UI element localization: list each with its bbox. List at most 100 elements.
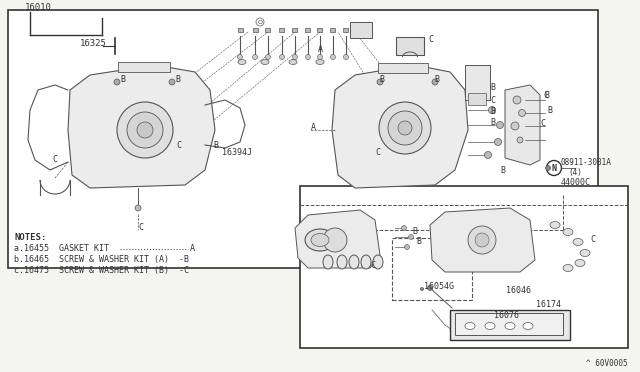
Circle shape bbox=[497, 122, 504, 128]
Text: C: C bbox=[428, 35, 433, 44]
Text: (4): (4) bbox=[568, 168, 582, 177]
Text: b.16465  SCREW & WASHER KIT (A)  -B: b.16465 SCREW & WASHER KIT (A) -B bbox=[14, 255, 189, 264]
Circle shape bbox=[379, 102, 431, 154]
Circle shape bbox=[547, 160, 561, 176]
Circle shape bbox=[545, 166, 550, 170]
Text: B: B bbox=[175, 75, 180, 84]
Text: B: B bbox=[547, 106, 552, 115]
Bar bbox=[455, 313, 563, 335]
Circle shape bbox=[323, 228, 347, 252]
Circle shape bbox=[127, 112, 163, 148]
Circle shape bbox=[117, 102, 173, 158]
Text: N: N bbox=[552, 164, 557, 173]
Bar bbox=[330, 28, 335, 32]
Circle shape bbox=[428, 285, 433, 291]
Ellipse shape bbox=[563, 264, 573, 272]
Text: 44000C: 44000C bbox=[561, 178, 591, 187]
Text: B: B bbox=[120, 75, 125, 84]
Ellipse shape bbox=[523, 323, 533, 330]
Bar bbox=[292, 28, 298, 32]
Bar bbox=[468, 93, 486, 105]
Text: ^ 60V0005: ^ 60V0005 bbox=[586, 359, 628, 368]
Text: C: C bbox=[540, 119, 545, 128]
Text: B: B bbox=[490, 83, 495, 92]
Bar bbox=[253, 28, 257, 32]
Text: B: B bbox=[434, 75, 439, 84]
Bar bbox=[465, 65, 490, 100]
Circle shape bbox=[518, 109, 525, 116]
Circle shape bbox=[495, 138, 502, 145]
Circle shape bbox=[401, 225, 406, 231]
Text: c.16475  SCREW & WASHER KIT (B)  -C: c.16475 SCREW & WASHER KIT (B) -C bbox=[14, 266, 189, 275]
Text: B: B bbox=[379, 75, 384, 84]
Text: B: B bbox=[412, 227, 417, 236]
Polygon shape bbox=[332, 65, 468, 188]
Text: B: B bbox=[544, 91, 549, 100]
Text: 16325: 16325 bbox=[80, 39, 107, 48]
Circle shape bbox=[292, 55, 298, 60]
Text: O: O bbox=[257, 19, 262, 25]
Text: C: C bbox=[543, 91, 548, 100]
Circle shape bbox=[484, 151, 492, 158]
Ellipse shape bbox=[505, 323, 515, 330]
Text: C: C bbox=[176, 141, 181, 150]
Bar bbox=[396, 37, 424, 55]
Ellipse shape bbox=[373, 255, 383, 269]
Polygon shape bbox=[430, 208, 535, 272]
Circle shape bbox=[280, 55, 285, 60]
Text: C: C bbox=[370, 261, 375, 270]
Circle shape bbox=[468, 226, 496, 254]
Bar bbox=[237, 28, 243, 32]
Circle shape bbox=[388, 111, 422, 145]
Circle shape bbox=[517, 137, 523, 143]
Text: C: C bbox=[490, 96, 495, 105]
Circle shape bbox=[377, 79, 383, 85]
Ellipse shape bbox=[311, 234, 329, 247]
Bar bbox=[118, 62, 170, 72]
Ellipse shape bbox=[316, 60, 324, 64]
Text: B: B bbox=[416, 237, 421, 246]
Ellipse shape bbox=[573, 238, 583, 246]
Text: C: C bbox=[375, 148, 380, 157]
Text: A: A bbox=[190, 244, 195, 253]
Text: C: C bbox=[52, 155, 57, 164]
Circle shape bbox=[330, 55, 335, 60]
Circle shape bbox=[135, 205, 141, 211]
Circle shape bbox=[398, 121, 412, 135]
Circle shape bbox=[253, 55, 257, 60]
Text: 08911-3081A: 08911-3081A bbox=[561, 158, 612, 167]
Ellipse shape bbox=[323, 255, 333, 269]
Circle shape bbox=[488, 106, 495, 113]
Text: A: A bbox=[318, 45, 323, 54]
Circle shape bbox=[169, 79, 175, 85]
Ellipse shape bbox=[261, 60, 269, 64]
Text: 16076: 16076 bbox=[494, 311, 519, 320]
Circle shape bbox=[237, 55, 243, 60]
Polygon shape bbox=[505, 85, 540, 165]
Text: 16174: 16174 bbox=[536, 300, 561, 309]
Circle shape bbox=[513, 96, 521, 104]
Circle shape bbox=[114, 79, 120, 85]
Text: 16010: 16010 bbox=[25, 3, 52, 12]
Circle shape bbox=[137, 122, 153, 138]
Bar bbox=[350, 22, 372, 38]
Circle shape bbox=[317, 55, 323, 60]
Bar bbox=[317, 28, 323, 32]
Text: 16394J: 16394J bbox=[222, 148, 252, 157]
Ellipse shape bbox=[563, 228, 573, 235]
Ellipse shape bbox=[580, 250, 590, 257]
Ellipse shape bbox=[305, 229, 335, 251]
Text: B: B bbox=[490, 107, 495, 116]
Bar bbox=[450, 310, 570, 340]
Circle shape bbox=[256, 18, 264, 26]
Bar bbox=[305, 28, 310, 32]
Text: 16046: 16046 bbox=[506, 286, 531, 295]
Circle shape bbox=[266, 55, 271, 60]
Text: NOTES:: NOTES: bbox=[14, 233, 46, 242]
Circle shape bbox=[420, 288, 424, 291]
Text: B: B bbox=[500, 166, 505, 175]
Ellipse shape bbox=[238, 60, 246, 64]
Circle shape bbox=[408, 234, 413, 240]
Text: a.16455  GASKET KIT: a.16455 GASKET KIT bbox=[14, 244, 109, 253]
Ellipse shape bbox=[337, 255, 347, 269]
